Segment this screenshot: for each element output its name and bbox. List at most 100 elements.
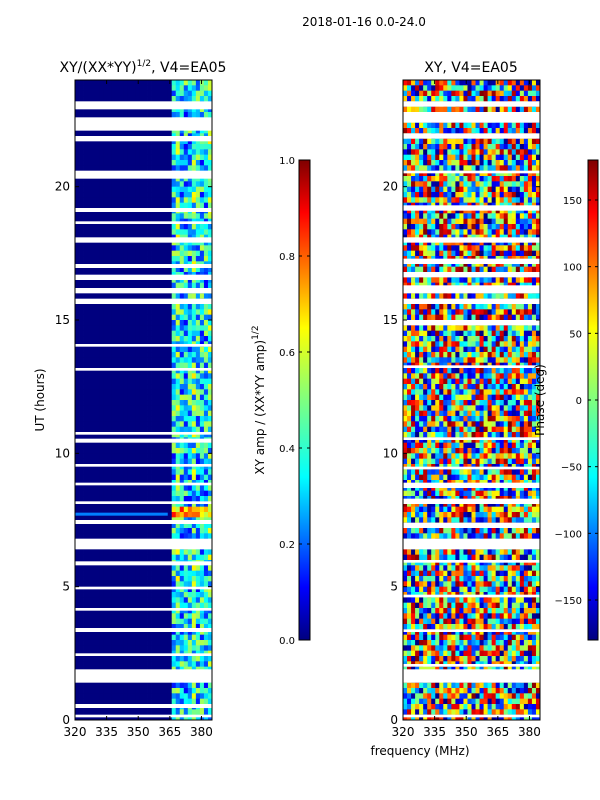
amplitude-heat-cell: [87, 330, 92, 337]
amplitude-heat-cell: [111, 378, 116, 385]
amplitude-heat-cell: [119, 389, 124, 396]
amplitude-heat-cell: [151, 378, 156, 385]
phase-heat-cell: [511, 170, 517, 177]
amplitude-heat-cell: [171, 330, 177, 337]
amplitude-heat-cell: [151, 506, 156, 513]
amplitude-heat-cell: [79, 400, 84, 406]
amplitude-flagged-band: [75, 586, 212, 590]
amplitude-heat-cell: [151, 330, 156, 337]
amplitude-heat-cell: [151, 256, 156, 262]
amplitude-heat-cell: [175, 336, 181, 342]
amplitude-heat-cell: [143, 709, 148, 716]
amplitude-heat-cell: [199, 618, 205, 625]
amplitude-heat-cell: [127, 528, 132, 534]
amplitude-heat-cell: [163, 128, 169, 134]
amplitude-heat-cell: [167, 629, 173, 636]
amplitude-heat-cell: [179, 501, 185, 508]
phase-heat-cell: [463, 170, 468, 177]
amplitude-heat-cell: [111, 144, 116, 150]
amplitude-heat-cell: [115, 325, 120, 332]
amplitude-heat-cell: [139, 709, 144, 716]
amplitude-flagged-band: [75, 298, 212, 304]
amplitude-heat-cell: [191, 554, 197, 561]
amplitude-heat-cell: [123, 256, 128, 262]
amplitude-heat-cell: [143, 426, 148, 433]
phase-heat-cell: [419, 181, 424, 188]
amplitude-heat-cell: [79, 522, 84, 529]
amplitude-heat-cell: [207, 304, 212, 310]
amplitude-heat-cell: [123, 661, 128, 668]
phase-heat-cell: [511, 85, 517, 92]
phase-heat-cell: [455, 176, 460, 182]
amplitude-heat-cell: [195, 640, 201, 646]
amplitude-heat-cell: [131, 709, 136, 716]
amplitude-heat-cell: [91, 522, 96, 529]
phase-heat-cell: [475, 160, 480, 166]
amplitude-heat-cell: [127, 266, 132, 273]
amplitude-heat-cell: [131, 458, 136, 465]
amplitude-heat-cell: [135, 528, 140, 534]
amplitude-heat-cell: [111, 389, 116, 396]
amplitude-heat-cell: [159, 453, 165, 460]
amplitude-heat-cell: [167, 245, 173, 252]
phase-heat-cell: [467, 80, 472, 86]
amplitude-heat-cell: [79, 378, 84, 385]
amplitude-heat-cell: [155, 602, 161, 609]
amplitude-heat-cell: [139, 181, 144, 188]
amplitude-heat-cell: [111, 576, 116, 582]
amplitude-heat-cell: [171, 384, 177, 390]
phase-heat-cell: [523, 165, 529, 172]
amplitude-heat-cell: [167, 90, 173, 97]
amplitude-heat-cell: [147, 624, 152, 630]
amplitude-heat-cell: [119, 309, 124, 316]
amplitude-heat-cell: [95, 245, 100, 252]
amplitude-heat-cell: [135, 634, 140, 641]
amplitude-heat-cell: [123, 368, 128, 374]
phase-heat-cell: [523, 138, 529, 145]
phase-heat-cell: [463, 197, 468, 204]
amplitude-heat-cell: [195, 192, 201, 198]
amplitude-heat-cell: [163, 474, 169, 481]
amplitude-heat-cell: [91, 325, 96, 332]
amplitude-heat-cell: [159, 608, 165, 614]
amplitude-heat-cell: [95, 442, 100, 449]
amplitude-heat-cell: [167, 410, 173, 417]
amplitude-heat-cell: [95, 224, 100, 230]
amplitude-colorbar-gradient: [298, 159, 311, 641]
amplitude-heat-cell: [199, 314, 205, 321]
amplitude-heat-cell: [107, 522, 112, 529]
amplitude-heat-cell: [127, 394, 132, 401]
amplitude-heat-cell: [195, 176, 201, 182]
amplitude-heat-cell: [203, 474, 209, 481]
y-axis-label: UT (hours): [33, 368, 47, 431]
phase-heat-cell: [471, 197, 476, 204]
amplitude-heat-cell: [127, 197, 132, 204]
amplitude-heat-cell: [195, 277, 201, 284]
phase-heat-cell: [403, 165, 408, 172]
amplitude-heat-cell: [123, 442, 128, 449]
phase-heat-cell: [407, 80, 412, 86]
amplitude-heat-cell: [83, 181, 88, 188]
amplitude-heat-cell: [163, 421, 169, 428]
amplitude-heat-cell: [191, 682, 197, 689]
phase-heat-cell: [455, 149, 460, 156]
amplitude-heat-cell: [171, 416, 177, 422]
amplitude-heat-cell: [119, 197, 124, 204]
amplitude-heat-cell: [127, 368, 132, 374]
amplitude-heat-cell: [155, 138, 161, 145]
amplitude-heat-cell: [175, 96, 181, 102]
amplitude-heat-cell: [183, 448, 189, 454]
amplitude-heat-cell: [83, 277, 88, 284]
amplitude-heat-cell: [139, 469, 144, 476]
amplitude-heat-cell: [187, 293, 193, 300]
amplitude-heat-cell: [187, 90, 193, 97]
amplitude-heat-cell: [79, 453, 84, 460]
amplitude-heat-cell: [115, 320, 120, 326]
amplitude-heat-cell: [195, 368, 201, 374]
amplitude-heat-cell: [107, 592, 112, 598]
amplitude-heat-cell: [199, 325, 205, 332]
amplitude-heat-cell: [119, 474, 124, 481]
amplitude-heat-cell: [163, 469, 169, 476]
amplitude-heat-cell: [183, 645, 189, 652]
amplitude-heat-cell: [203, 128, 209, 134]
